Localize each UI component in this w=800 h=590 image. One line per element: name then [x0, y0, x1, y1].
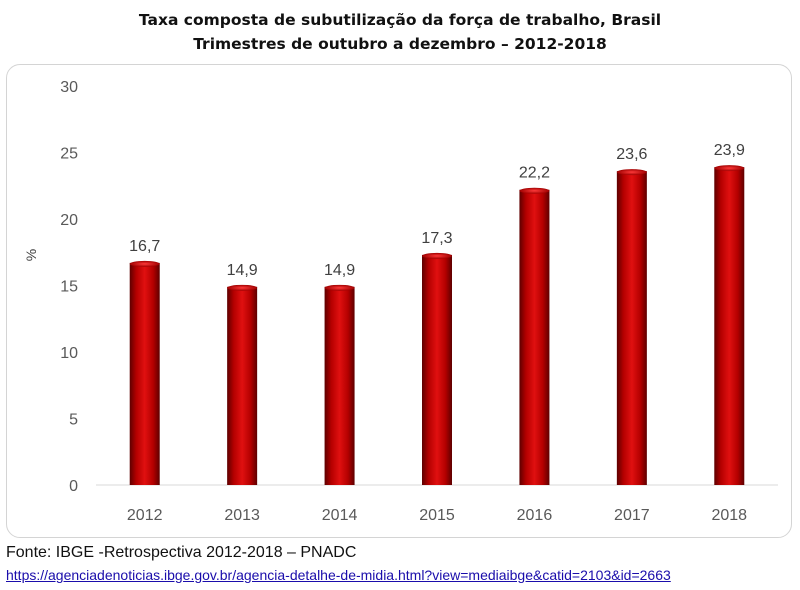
y-axis-title: %: [23, 249, 39, 261]
y-tick-label: 30: [60, 79, 78, 96]
data-label-2016: 22,2: [519, 165, 550, 182]
data-label-2012: 16,7: [129, 238, 160, 255]
chart-title-line-1: Taxa composta de subutilização da força …: [138, 11, 662, 29]
x-tick-label: 2018: [711, 507, 747, 524]
bar-2015: [422, 254, 452, 485]
bar-2014: [324, 286, 355, 485]
y-tick-label: 10: [60, 345, 78, 362]
bars: [129, 165, 745, 486]
bar-cap-2018: [714, 165, 745, 172]
x-tick-label: 2013: [224, 507, 260, 524]
y-tick-label: 0: [69, 478, 78, 495]
bar-2012: [129, 262, 160, 485]
chart-title-line-2: Trimestres de outubro a dezembro – 2012-…: [193, 35, 607, 53]
data-label-2017: 23,6: [616, 146, 647, 163]
y-tick-label: 20: [60, 212, 78, 229]
data-label-2018: 23,9: [714, 142, 745, 159]
bar-2017: [616, 171, 647, 485]
y-tick-label: 5: [69, 412, 78, 429]
data-label-2014: 14,9: [324, 262, 355, 279]
data-labels: 16,7 14,9 14,9 17,3 22,2 23,6 23,9: [129, 142, 745, 279]
bar-cap-2014: [324, 284, 355, 291]
y-tick-label: 25: [60, 146, 78, 163]
chart-title: Taxa composta de subutilização da força …: [0, 8, 800, 56]
bar-2013: [227, 286, 258, 485]
x-tick-label: 2012: [127, 507, 163, 524]
y-axis-ticks: 0 5 10 15 20 25 30: [60, 79, 78, 495]
x-axis-ticks: 2012 2013 2014 2015 2016 2017 2018: [127, 507, 747, 524]
y-tick-label: 15: [60, 279, 78, 296]
bar-2016: [519, 189, 550, 486]
bar-2018: [714, 167, 745, 485]
x-tick-label: 2017: [614, 507, 650, 524]
data-label-2015: 17,3: [421, 230, 452, 247]
x-tick-label: 2015: [419, 507, 455, 524]
bar-cap-2017: [616, 169, 647, 176]
bar-cap-2016: [519, 187, 550, 194]
bar-cap-2015: [422, 252, 452, 259]
source-link[interactable]: https://agenciadenoticias.ibge.gov.br/ag…: [6, 567, 671, 583]
source-note: Fonte: IBGE -Retrospectiva 2012-2018 – P…: [6, 544, 357, 561]
x-tick-label: 2016: [517, 507, 553, 524]
bar-cap-2012: [129, 260, 160, 267]
x-tick-label: 2014: [322, 507, 358, 524]
bar-cap-2013: [227, 284, 258, 291]
data-label-2013: 14,9: [227, 262, 258, 279]
